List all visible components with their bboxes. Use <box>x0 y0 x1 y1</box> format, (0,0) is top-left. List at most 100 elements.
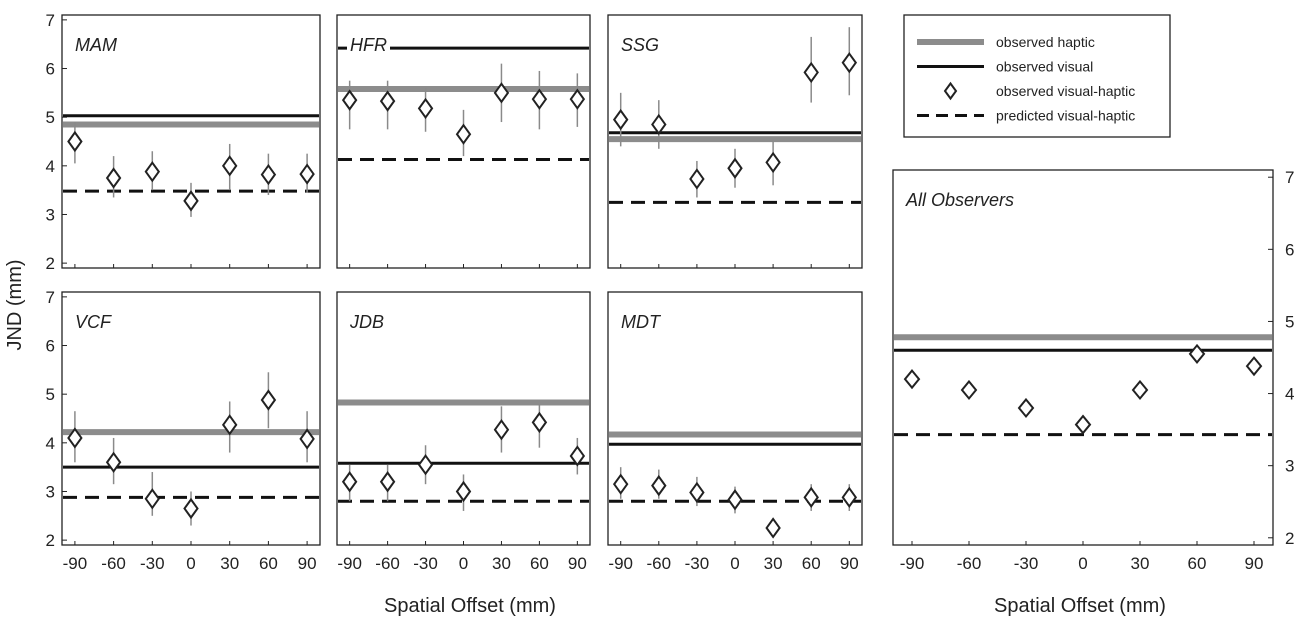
panel-jdb: -90 -60 -30 0 30 60 90 JDB <box>336 291 591 573</box>
panel-label-backing <box>618 35 663 55</box>
panel-label-backing <box>902 190 1018 210</box>
x-tick-label: 30 <box>1131 554 1150 573</box>
panel-label: JDB <box>349 312 384 332</box>
data-point-diamond <box>903 369 921 390</box>
data-point-diamond <box>651 113 667 136</box>
x-tick-label: -90 <box>63 554 88 573</box>
x-tick-label: 30 <box>492 554 511 573</box>
y-tick-label: 3 <box>1285 457 1294 476</box>
x-tick-label: -90 <box>900 554 925 573</box>
panel-label: All Observers <box>905 190 1014 210</box>
x-tick-label: 30 <box>220 554 239 573</box>
data-point-diamond <box>299 428 315 450</box>
data-point-diamond <box>379 90 396 112</box>
panel-label-backing <box>618 312 665 332</box>
y-tick-label: 4 <box>46 434 55 453</box>
data-point-diamond <box>417 97 434 120</box>
panel-ssg: SSG <box>607 14 863 269</box>
panel-label: VCF <box>75 312 112 332</box>
y-tick-label: 7 <box>1285 168 1294 187</box>
data-point-diamond <box>841 486 858 509</box>
panel-frame <box>892 169 1274 546</box>
data-point-diamond <box>689 168 705 190</box>
panel-vcf: 2 3 4 5 6 7 -90 -60 -30 0 30 60 90 VCF <box>46 288 321 573</box>
x-tick-label: 90 <box>298 554 317 573</box>
data-point-diamond <box>612 473 629 495</box>
y-tick-label: 7 <box>46 288 55 307</box>
y-tick-label: 5 <box>46 385 55 404</box>
legend-label: observed visual-haptic <box>996 83 1135 99</box>
legend-label: observed visual <box>996 59 1093 75</box>
x-tick-label: 60 <box>530 554 549 573</box>
y-tick-label: 7 <box>46 11 55 30</box>
panel-all-observers: 2 3 4 5 6 7 -90 -60 -30 0 30 60 90 All Observers <box>892 168 1294 573</box>
data-point-diamond <box>651 474 667 497</box>
data-point-diamond <box>341 471 358 493</box>
y-axis-label: JND (mm) <box>4 259 26 350</box>
legend-frame <box>903 14 1171 138</box>
data-point-diamond <box>221 155 238 177</box>
data-point-diamond <box>379 471 396 493</box>
data-point-diamond <box>1188 343 1206 364</box>
y-tick-label: 5 <box>1285 312 1294 331</box>
x-tick-label: 90 <box>1245 554 1264 573</box>
panel-label-backing <box>347 35 390 55</box>
data-point-diamond <box>960 379 978 401</box>
legend: observed haptic observed visual observed v… <box>903 14 1171 138</box>
data-point-diamond <box>689 481 705 504</box>
y-tick-label: 4 <box>46 157 55 176</box>
data-point-diamond <box>493 418 510 441</box>
data-point-diamond <box>612 108 629 131</box>
panel-label: HFR <box>350 35 387 55</box>
x-tick-label: 60 <box>1188 554 1207 573</box>
data-point-diamond <box>455 123 472 145</box>
x-axis-label-left: Spatial Offset (mm) <box>384 595 556 617</box>
x-tick-label: 0 <box>459 554 468 573</box>
panel-label: SSG <box>621 35 659 55</box>
data-point-diamond <box>341 89 358 111</box>
data-point-diamond <box>803 61 819 84</box>
data-point-diamond <box>67 130 83 153</box>
data-point-diamond <box>531 411 548 434</box>
legend-label: predicted visual-haptic <box>996 108 1135 124</box>
panel-label: MAM <box>75 35 117 55</box>
x-tick-label: -30 <box>140 554 165 573</box>
data-point-diamond <box>67 427 83 449</box>
data-point-diamond <box>183 190 199 212</box>
panel-mdt: -90 -60 -30 0 30 60 90 MDT <box>607 291 863 573</box>
data-point-diamond <box>260 389 277 411</box>
data-point-diamond <box>727 489 743 511</box>
data-point-diamond <box>183 497 199 520</box>
y-tick-label: 2 <box>46 254 55 273</box>
data-point-diamond <box>105 451 122 473</box>
data-point-diamond <box>105 167 122 189</box>
data-point-diamond <box>417 454 434 476</box>
panel-label-backing <box>72 312 116 332</box>
y-tick-label: 2 <box>46 531 55 550</box>
data-point-diamond <box>765 517 781 539</box>
legend-label: observed haptic <box>996 34 1095 50</box>
panel-label: MDT <box>621 312 662 332</box>
data-point-diamond <box>727 157 743 179</box>
y-tick-label: 3 <box>46 205 55 224</box>
data-point-diamond <box>1131 379 1149 401</box>
x-tick-label: -30 <box>685 554 710 573</box>
x-tick-label: 90 <box>840 554 859 573</box>
data-point-diamond <box>1017 397 1035 419</box>
x-tick-label: 0 <box>730 554 739 573</box>
panel-hfr: HFR <box>336 14 591 269</box>
data-point-diamond <box>841 51 858 74</box>
y-tick-label: 4 <box>1285 385 1294 404</box>
x-tick-label: 0 <box>1078 554 1087 573</box>
y-tick-label: 5 <box>46 108 55 127</box>
y-tick-label: 3 <box>46 482 55 501</box>
x-axis-label-right: Spatial Offset (mm) <box>994 595 1166 617</box>
panel-frame <box>61 14 321 269</box>
x-tick-label: 0 <box>186 554 195 573</box>
legend-symbol-diamond <box>943 81 958 101</box>
x-tick-label: -60 <box>957 554 982 573</box>
y-tick-label: 6 <box>46 60 55 79</box>
x-tick-label: -60 <box>647 554 672 573</box>
data-point-diamond <box>221 414 238 436</box>
